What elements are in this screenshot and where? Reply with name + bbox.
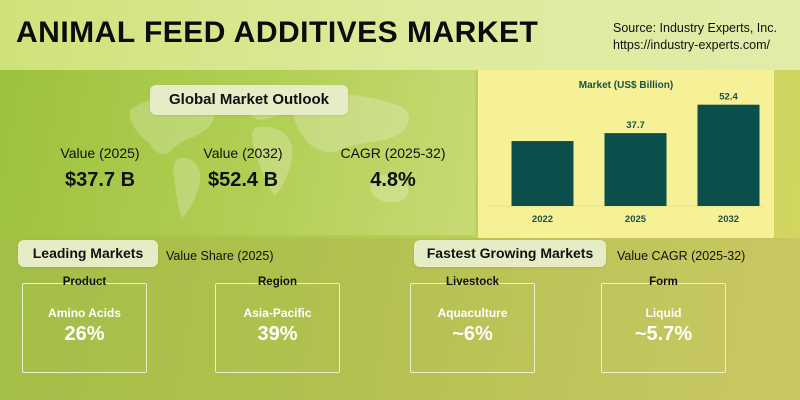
leading-markets-heading: Leading Markets [18,240,158,267]
card-product-value: 26% [64,323,105,345]
data-label-2032: 52.4 [719,92,738,103]
card-product-name: Amino Acids [48,306,121,320]
x-tick-2022: 2022 [532,214,553,225]
card-region-category: Region [258,276,297,288]
source-url[interactable]: https://industry-experts.com/ [613,38,771,52]
card-form-name: Liquid [645,306,682,320]
kpi-value-cagr: 4.8% [370,169,416,191]
card-livestock-value: ~6% [452,323,493,345]
card-product-category: Product [62,276,107,288]
card-region-value: 39% [257,323,298,345]
outlook-heading: Global Market Outlook [150,85,348,115]
card-form [601,283,726,373]
card-region [215,283,340,373]
card-product [22,283,147,373]
data-label-2025: 37.7 [626,120,645,131]
page-title: ANIMAL FEED ADDITIVES MARKET [16,16,539,49]
card-livestock-name: Aquaculture [437,306,508,320]
kpi-label-2032: Value (2032) [203,145,283,161]
kpi-value-2025: $37.7 B [64,169,136,191]
x-tick-2025: 2025 [625,214,647,225]
kpi-label-2025: Value (2025) [60,145,140,161]
kpi-label-cagr: CAGR (2025-32) [340,145,446,161]
header-band [0,0,800,70]
x-tick-2032: 2032 [718,214,739,225]
card-region-name: Asia-Pacific [243,306,312,320]
card-livestock-category: Livestock [445,276,500,288]
kpi-value-2032: $52.4 B [207,169,279,191]
card-form-value: ~5.7% [634,323,693,345]
world-map-icon [129,94,410,218]
bar-2025 [604,133,667,206]
chart-title: Market (US$ Billion) [578,80,674,91]
source-credit: Source: Industry Experts, Inc. https://i… [613,20,788,54]
card-livestock [410,283,535,373]
fastest-markets-heading: Fastest Growing Markets [414,240,606,267]
card-form-category: Form [649,276,678,288]
bar-2032 [697,104,760,206]
market-bar-chart: 2022 37.7 2025 52.4 2032 [488,92,764,225]
fastest-markets-subheading: Value CAGR (2025-32) [617,249,746,263]
source-name: Source: Industry Experts, Inc. [613,21,777,35]
leading-markets-subheading: Value Share (2025) [166,249,274,263]
bar-2022 [511,141,574,206]
